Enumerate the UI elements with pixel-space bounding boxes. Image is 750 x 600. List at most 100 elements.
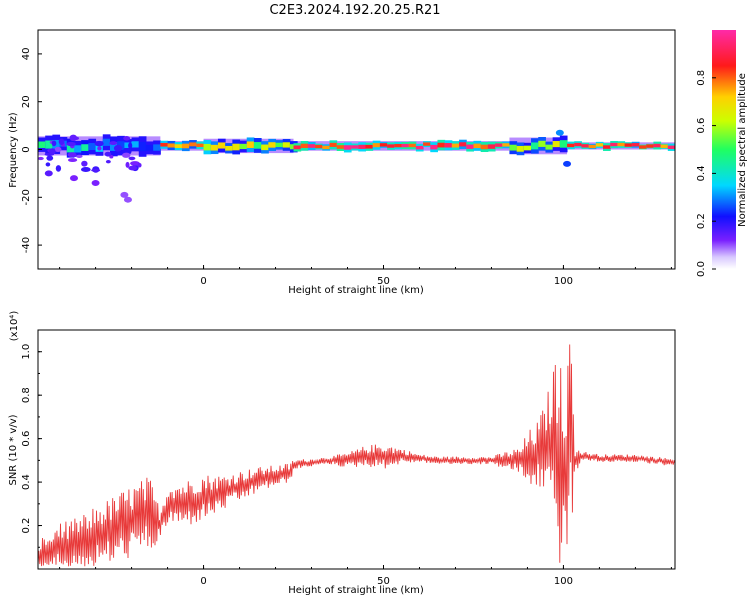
ridge-core [559,140,568,148]
ridge-core [52,139,61,149]
ridge-core [387,144,395,148]
ridge-core [379,143,388,147]
ridge-core [225,145,233,151]
ridge-core [444,143,453,148]
ridge-core [351,145,359,149]
snr-xtick-label: 50 [377,576,390,587]
ridge-core [660,144,669,148]
snr-xtick-label: 0 [200,576,206,587]
ridge-core [639,145,647,149]
ridge-core [181,143,190,149]
ridge-core [153,144,161,151]
snr-series-line [38,344,675,567]
snr-ytick-label: 0.4 [21,474,32,490]
noise-blob [67,152,77,158]
spectrogram-xtick-label: 0 [200,276,206,287]
snr-ytick-label: 1.0 [21,344,32,360]
noise-blob [128,156,136,161]
ridge-core [394,143,402,148]
ridge-core [210,144,219,151]
spectrogram-frame [37,29,676,270]
noise-blob [54,146,62,153]
noise-blob [58,138,65,146]
noise-blob [109,141,118,146]
snr-panel: 0 50 100 0.2 0.4 0.6 0.8 1.0 Height of straight… [8,311,676,596]
ridge-core [523,145,532,151]
spectrogram-panel: 0 50 100 40 20 0 -20 -40 Height of straight lin… [8,29,676,296]
colorbar-tick-label: 0.8 [696,70,707,86]
ridge-core [509,144,518,151]
spectrogram-ytick-label: 0 [21,146,32,152]
colorbar-tick-label: 0.2 [696,213,707,229]
ridge-core [343,145,352,150]
spectrogram-xlabel: Height of straight line (km) [288,285,424,296]
ridge-core [196,143,205,148]
spectrogram-ytick-label: 40 [21,48,32,61]
spectral-blob-0 [44,170,53,177]
spectral-blob-3 [120,191,129,198]
ridge-core [138,141,147,152]
spectrogram-xtick-label: 50 [377,276,390,287]
spectrogram-ytick-label: 20 [21,95,32,108]
ridge-core [574,142,582,147]
noise-blob [46,155,54,161]
noise-blob [91,168,101,172]
ridge-core [38,141,46,148]
noise-blob [97,146,102,151]
snr-multiplier: (x10⁴) [9,311,20,342]
ridge-core [588,144,597,149]
noise-blob [45,162,51,167]
ridge-core [480,144,489,150]
ridge-core [423,142,431,146]
ridge-core [451,143,460,148]
ridge-core [653,143,662,148]
ridge-core [473,143,482,149]
colorbar-label: Normalized spectral amplitude [737,73,748,227]
spectrogram-xtick-label: 100 [554,276,573,287]
ridge-core [167,143,176,148]
ridge-core [603,145,611,149]
ridge-core [217,142,226,149]
ridge-core [307,144,316,148]
noise-blob [123,136,131,141]
snr-xlabel: Height of straight line (km) [288,585,424,596]
ridge-core [567,143,575,148]
ridge-core [595,143,604,147]
noise-blob [55,165,62,172]
ridge-core [315,144,323,149]
colorbar-tick-label: 0.0 [696,261,707,277]
ridge-core [415,145,424,150]
noise-blob [128,142,133,149]
ridge-core [336,145,345,149]
noise-blob [104,151,112,157]
snr-ytick-label: 0.8 [21,387,32,403]
snr-ytick-label: 0.2 [21,518,32,534]
ridge-core [253,142,262,149]
ridge-core [275,142,284,148]
noise-blob [76,154,83,159]
ridge-core [282,142,291,148]
ridge-core [617,142,626,147]
ridge-core [174,144,183,148]
noise-blob [128,165,138,171]
ridge-core [246,141,255,148]
spectrogram-ytick-label: -40 [21,237,32,253]
ridge-core [408,143,417,148]
spectral-blob-5 [555,129,564,136]
ridge-core [667,145,675,149]
spectrogram-heatmap [38,129,675,203]
ridge-core [581,144,590,148]
ridge-core [487,144,496,149]
figure-title: C2E3.2024.192.20.25.R21 [269,3,440,18]
snr-frame [37,329,676,570]
ridge-core [552,141,561,148]
ridge-core [531,142,539,150]
colorbar: 0.0 0.2 0.4 0.6 0.8 Normalized spectral ampl… [696,30,748,277]
ridge-core [466,144,474,149]
snr-ytick-label: 0.6 [21,431,32,447]
snr-ylabel: SNR (10 * v/v) [8,414,19,485]
noise-blob [94,140,104,147]
ridge-core [358,144,366,149]
ridge-core [538,140,546,147]
